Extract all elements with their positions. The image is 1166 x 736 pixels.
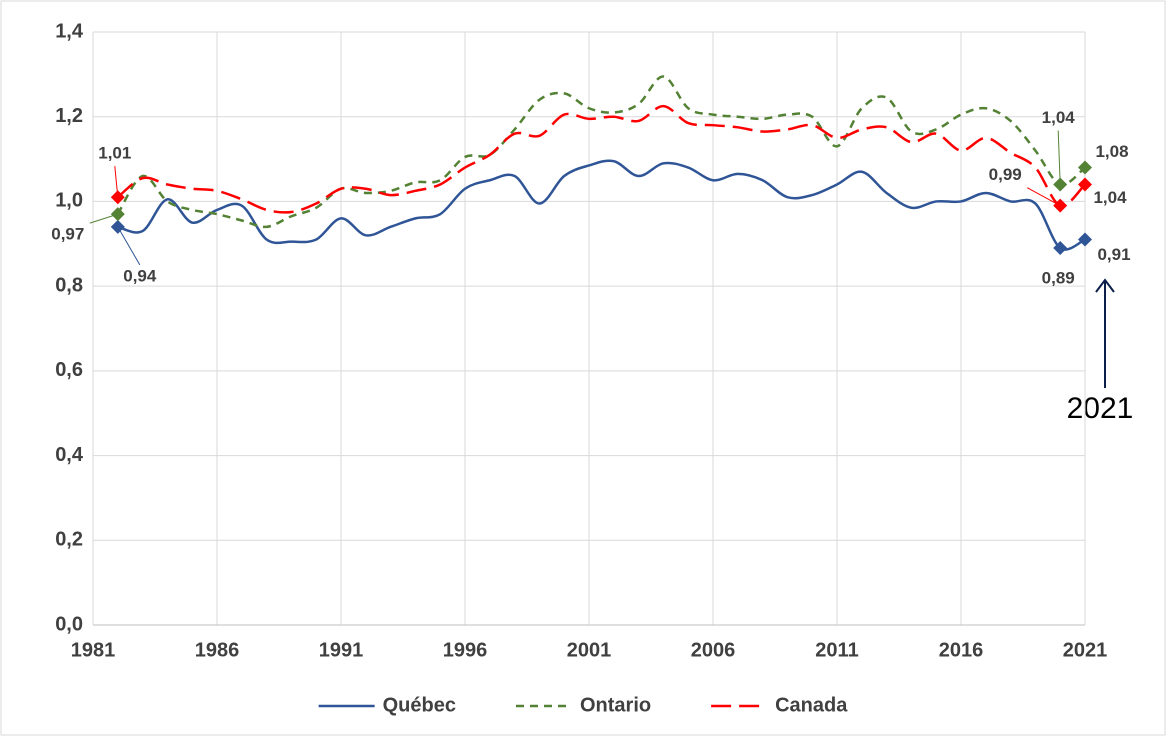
- y-tick-label: 1,4: [55, 20, 84, 42]
- legend-label: Québec: [383, 694, 456, 716]
- data-label: 1,04: [1093, 188, 1127, 207]
- x-tick-label: 2001: [567, 639, 612, 661]
- marker: [110, 190, 125, 205]
- y-tick-label: 0,0: [55, 613, 83, 635]
- leader-line: [1026, 187, 1061, 207]
- annotation: 2021: [1067, 392, 1134, 425]
- leader-line: [1057, 130, 1061, 185]
- x-tick-label: 2006: [691, 639, 736, 661]
- series-line: [117, 159, 1086, 251]
- y-tick-label: 0,2: [55, 529, 83, 551]
- leader-line: [117, 226, 141, 266]
- x-tick-label: 2011: [815, 639, 858, 661]
- y-tick-label: 1,2: [55, 105, 83, 127]
- x-tick-label: 2021: [1063, 639, 1108, 661]
- x-tick-label: 2016: [939, 639, 984, 661]
- marker: [110, 207, 125, 222]
- annotation-arrowhead: [1095, 278, 1115, 293]
- series-line: [116, 75, 1086, 229]
- marker: [1078, 232, 1092, 247]
- marker: [1078, 177, 1092, 192]
- marker: [1078, 160, 1092, 175]
- data-label: 0,91: [1097, 245, 1130, 264]
- y-tick-label: 0,4: [55, 444, 84, 466]
- y-tick-label: 0,8: [55, 274, 83, 296]
- x-tick-label: 1991: [319, 639, 364, 661]
- data-label: 0,94: [123, 266, 157, 285]
- data-label: 1,01: [98, 144, 131, 163]
- data-label: 1,08: [1095, 142, 1128, 161]
- legend-label: Ontario: [580, 694, 651, 716]
- marker: [110, 219, 125, 234]
- y-tick-label: 0,6: [55, 359, 83, 381]
- marker: [1053, 198, 1068, 213]
- data-label: 0,97: [51, 225, 84, 244]
- data-label: 0,89: [1042, 269, 1075, 288]
- series-line: [116, 104, 1086, 214]
- legend-label: Canada: [775, 694, 848, 716]
- x-tick-label: 1986: [195, 639, 240, 661]
- marker: [1053, 241, 1068, 256]
- marker: [1053, 177, 1068, 192]
- y-tick-label: 1,0: [55, 190, 83, 212]
- data-label: 0,99: [989, 165, 1022, 184]
- x-tick-label: 1981: [71, 639, 116, 661]
- x-tick-label: 1996: [443, 639, 488, 661]
- data-label: 1,04: [1042, 108, 1076, 127]
